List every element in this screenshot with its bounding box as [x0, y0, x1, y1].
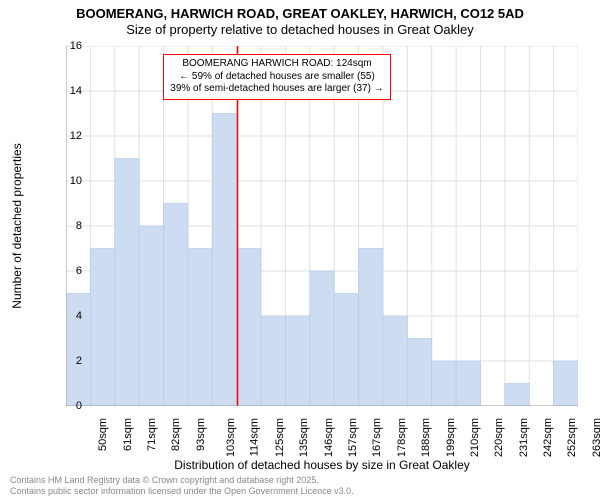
y-tick-label: 2 — [58, 355, 82, 367]
chart-title-main: BOOMERANG, HARWICH ROAD, GREAT OAKLEY, H… — [0, 0, 600, 22]
x-tick-label: 188sqm — [420, 418, 432, 457]
x-tick-label: 210sqm — [469, 418, 481, 457]
y-tick-label: 12 — [58, 130, 82, 142]
footer-line1: Contains HM Land Registry data © Crown c… — [10, 475, 354, 485]
x-tick-label: 252sqm — [567, 418, 579, 457]
y-tick-label: 6 — [58, 265, 82, 277]
x-tick-label: 167sqm — [372, 418, 384, 457]
x-tick-label: 82sqm — [170, 418, 182, 451]
y-tick-label: 0 — [58, 400, 82, 412]
x-tick-label: 103sqm — [225, 418, 237, 457]
x-tick-label: 157sqm — [347, 418, 359, 457]
chart-container: BOOMERANG, HARWICH ROAD, GREAT OAKLEY, H… — [0, 0, 600, 500]
chart-svg — [66, 46, 578, 406]
y-tick-label: 16 — [58, 40, 82, 52]
annotation-line2: ← 59% of detached houses are smaller (55… — [170, 71, 383, 84]
x-tick-label: 263sqm — [591, 418, 600, 457]
footer-line2: Contains public sector information licen… — [10, 486, 354, 496]
x-axis-label: Distribution of detached houses by size … — [66, 458, 578, 472]
annotation-line3: 39% of semi-detached houses are larger (… — [170, 83, 383, 96]
x-tick-label: 199sqm — [445, 418, 457, 457]
plot-area: BOOMERANG HARWICH ROAD: 124sqm ← 59% of … — [66, 46, 578, 406]
y-axis-label: Number of detached properties — [10, 46, 30, 406]
x-tick-label: 242sqm — [542, 418, 554, 457]
x-tick-label: 135sqm — [298, 418, 310, 457]
x-tick-label: 93sqm — [195, 418, 207, 451]
x-tick-label: 178sqm — [396, 418, 408, 457]
annotation-line1: BOOMERANG HARWICH ROAD: 124sqm — [170, 58, 383, 71]
x-tick-label: 114sqm — [249, 418, 261, 456]
x-tick-label: 50sqm — [97, 418, 109, 451]
x-tick-label: 146sqm — [323, 418, 335, 457]
chart-title-sub: Size of property relative to detached ho… — [0, 22, 600, 38]
footer-attribution: Contains HM Land Registry data © Crown c… — [10, 475, 354, 496]
x-tick-label: 220sqm — [493, 418, 505, 457]
y-tick-label: 10 — [58, 175, 82, 187]
y-tick-label: 4 — [58, 310, 82, 322]
x-tick-label: 71sqm — [146, 418, 158, 451]
x-tick-label: 231sqm — [518, 418, 530, 457]
annotation-box: BOOMERANG HARWICH ROAD: 124sqm ← 59% of … — [163, 54, 390, 100]
y-tick-label: 14 — [58, 85, 82, 97]
y-tick-label: 8 — [58, 220, 82, 232]
x-tick-label: 125sqm — [274, 418, 286, 457]
x-tick-label: 61sqm — [122, 418, 134, 451]
